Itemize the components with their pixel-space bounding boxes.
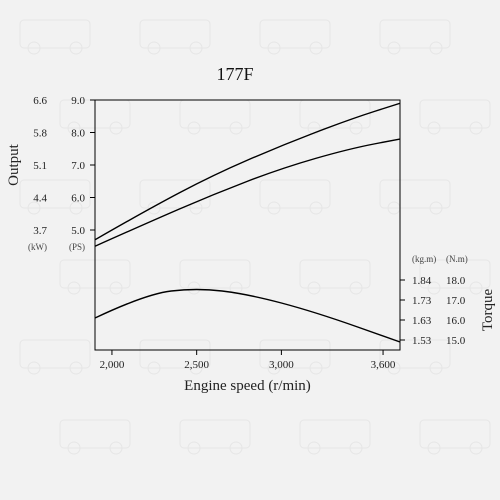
right-nm-unit: (N.m) (446, 254, 468, 264)
right-nm-tick: 15.0 (446, 335, 466, 347)
right-kgm-tick: 1.63 (412, 315, 432, 327)
x-tick-label: 2,000 (100, 359, 125, 371)
left-kw-tick: 4.4 (33, 193, 47, 205)
left-kw-tick: 3.7 (33, 225, 47, 237)
right-kgm-tick: 1.84 (412, 275, 432, 287)
x-tick-label: 2,500 (184, 359, 209, 371)
left-kw-unit: (kW) (28, 242, 47, 252)
left-ps-tick: 6.0 (71, 193, 85, 205)
right-kgm-tick: 1.73 (412, 295, 432, 307)
engine-chart: 177F 2,000 2,500 3,000 3,600 Engine speed (r/… (0, 0, 500, 500)
right-nm-tick: 17.0 (446, 295, 466, 307)
left-ps-tick: 5.0 (71, 225, 85, 237)
right-kgm-unit: (kg.m) (412, 254, 436, 264)
left-kw-tick: 6.6 (33, 95, 47, 107)
left-ps-tick: 9.0 (71, 95, 85, 107)
right-nm-tick: 18.0 (446, 275, 466, 287)
left-ps-tick: 8.0 (71, 128, 85, 140)
right-kgm-tick: 1.53 (412, 335, 432, 347)
left-ps-unit: (PS) (69, 242, 85, 252)
left-ps-tick: 7.0 (71, 160, 85, 172)
left-kw-tick: 5.1 (33, 160, 47, 172)
chart-title: 177F (216, 64, 253, 84)
x-tick-label: 3,000 (269, 359, 294, 371)
right-nm-tick: 16.0 (446, 315, 466, 327)
x-tick-label: 3,600 (371, 359, 396, 371)
right-axis-title: Torque (480, 289, 496, 332)
x-axis-label: Engine speed (r/min) (184, 378, 311, 394)
left-axis-title: Output (6, 143, 22, 186)
left-kw-tick: 5.8 (33, 128, 47, 140)
